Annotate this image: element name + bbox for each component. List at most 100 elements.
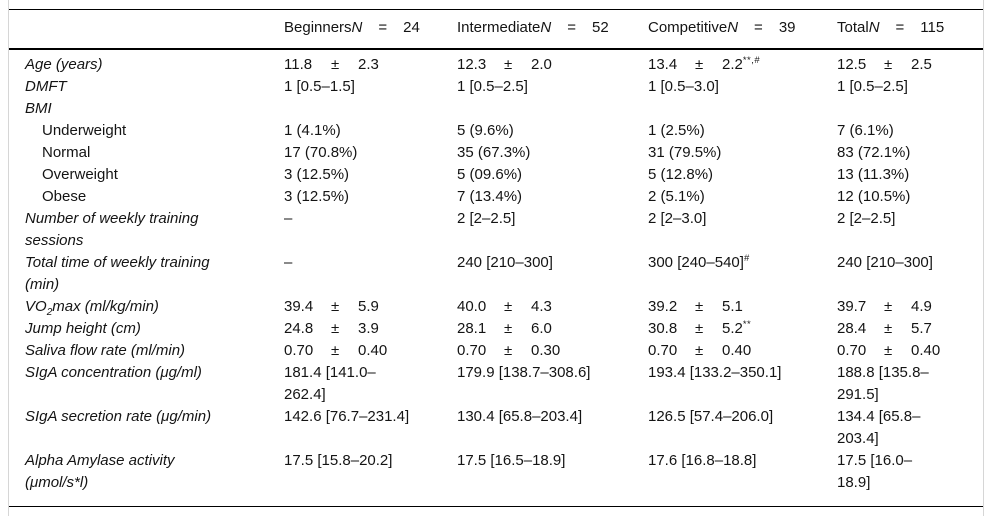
data-cell: 181.4 [141.0– 262.4] xyxy=(268,362,441,406)
data-cell: 17.5 [15.8–20.2] xyxy=(268,450,441,507)
data-cell: 13 (11.3%) xyxy=(821,164,983,186)
cell-text: 7 (13.4%) xyxy=(457,188,523,205)
data-cell: 0.70 ±0.30 xyxy=(441,340,632,362)
n-count: 24 xyxy=(403,19,420,36)
plus-minus-sign: ± xyxy=(331,320,340,337)
data-cell: 28.4 ±5.7 xyxy=(821,318,983,340)
n-symbol: N xyxy=(540,19,552,36)
sd-value: 2.3 xyxy=(358,56,379,73)
data-cell: 40.0 ±4.3 xyxy=(441,296,632,318)
column-header-intermediate: IntermediateN = 52 xyxy=(441,9,632,50)
sd-value: 4.9 xyxy=(911,298,932,315)
row-label-weekly-training-time: Total time of weekly training (min) xyxy=(25,254,210,293)
n-count: 115 xyxy=(920,19,945,36)
mean-value: 28.1 xyxy=(457,320,487,337)
label-text: VO xyxy=(25,298,47,315)
row-label-alpha-amylase: Alpha Amylase activity (μmol/s*l) xyxy=(25,452,175,491)
cell-text: 300 [240–540] xyxy=(648,254,744,271)
sd-value: 0.40 xyxy=(358,342,388,359)
data-cell: – xyxy=(268,252,441,296)
data-cell: 7 (6.1%) xyxy=(821,120,983,142)
sd-value: 6.0 xyxy=(531,320,552,337)
table-row: Number of weekly training sessions – 2 [… xyxy=(9,208,983,252)
row-label-bmi-normal: Normal xyxy=(42,144,91,161)
data-cell: 3 (12.5%) xyxy=(268,164,441,186)
cell-text: 2 [2–3.0] xyxy=(648,210,707,227)
cell-text: 17.5 [15.8–20.2] xyxy=(284,452,393,469)
cell-text: 17.5 [16.5–18.9] xyxy=(457,452,566,469)
data-cell: 1 [0.5–1.5] xyxy=(268,76,441,98)
row-label-bmi: BMI xyxy=(25,100,52,117)
data-cell: 83 (72.1%) xyxy=(821,142,983,164)
data-cell xyxy=(632,98,821,120)
cell-text: 1 [0.5–3.0] xyxy=(648,78,719,95)
group-name: Total xyxy=(837,19,869,36)
table-frame: Beginners N = 24 IntermediateN = 52 Competiti… xyxy=(8,0,984,516)
group-name: Competitive xyxy=(648,19,728,36)
data-cell: 5 (12.8%) xyxy=(632,164,821,186)
data-cell: 13.4 ±2.2**,# xyxy=(632,49,821,76)
equals-sign: = xyxy=(378,19,388,36)
mean-value: 39.2 xyxy=(648,298,678,315)
plus-minus-sign: ± xyxy=(331,56,340,73)
mean-value: 28.4 xyxy=(837,320,867,337)
data-cell: 240 [210–300] xyxy=(821,252,983,296)
n-symbol: N xyxy=(727,19,739,36)
data-cell: 39.4 ±5.9 xyxy=(268,296,441,318)
data-cell xyxy=(441,98,632,120)
row-label-jump-height: Jump height (cm) xyxy=(25,320,141,337)
column-header-total: TotalN = 115 xyxy=(821,9,983,50)
sd-value: 2.0 xyxy=(531,56,552,73)
data-cell: 11.8 ±2.3 xyxy=(268,49,441,76)
data-cell: – xyxy=(268,208,441,252)
table-row: Normal 17 (70.8%) 35 (67.3%) 31 (79.5%) … xyxy=(9,142,983,164)
data-cell: 28.1 ±6.0 xyxy=(441,318,632,340)
mean-value: 0.70 xyxy=(837,342,867,359)
cell-text: 2 [2–2.5] xyxy=(457,210,516,227)
table-row: Alpha Amylase activity (μmol/s*l) 17.5 [… xyxy=(9,450,983,507)
data-cell: 31 (79.5%) xyxy=(632,142,821,164)
cell-text: 142.6 [76.7–231.4] xyxy=(284,408,410,425)
cell-text: 17.6 [16.8–18.8] xyxy=(648,452,757,469)
data-cell: 179.9 [138.7–308.6] xyxy=(441,362,632,406)
group-name: Beginners xyxy=(284,19,352,36)
data-cell: 12.5 ±2.5 xyxy=(821,49,983,76)
table-row: DMFT 1 [0.5–1.5] 1 [0.5–2.5] 1 [0.5–3.0]… xyxy=(9,76,983,98)
row-label-bmi-underweight: Underweight xyxy=(42,122,127,139)
sd-value: 0.40 xyxy=(911,342,941,359)
data-cell: 12.3 ±2.0 xyxy=(441,49,632,76)
mean-value: 40.0 xyxy=(457,298,487,315)
cell-text: 1 [0.5–2.5] xyxy=(457,78,528,95)
data-cell: 3 (12.5%) xyxy=(268,186,441,208)
subscript-2: 2 xyxy=(46,307,53,318)
cell-text: 240 [210–300] xyxy=(457,254,553,271)
table-row: Jump height (cm) 24.8 ±3.9 28.1 ±6.0 30.8 ±… xyxy=(9,318,983,340)
cell-text: 2 [2–2.5] xyxy=(837,210,896,227)
plus-minus-sign: ± xyxy=(695,320,704,337)
table-row: Age (years) 11.8 ±2.3 12.3 ±2.0 13.4 ±2.2**… xyxy=(9,49,983,76)
cell-text: 5 (12.8%) xyxy=(648,166,714,183)
data-cell: 7 (13.4%) xyxy=(441,186,632,208)
data-cell: 2 (5.1%) xyxy=(632,186,821,208)
participant-characteristics-table: Beginners N = 24 IntermediateN = 52 Competiti… xyxy=(9,9,983,507)
cell-text: 35 (67.3%) xyxy=(457,144,531,161)
row-label-age: Age (years) xyxy=(25,56,103,73)
table-row: VO2max (ml/kg/min) 39.4 ±5.9 40.0 ±4.3 39.… xyxy=(9,296,983,318)
data-cell: 188.8 [135.8– 291.5] xyxy=(821,362,983,406)
data-cell: 5 (09.6%) xyxy=(441,164,632,186)
data-cell: 39.2 ±5.1 xyxy=(632,296,821,318)
cell-text: 31 (79.5%) xyxy=(648,144,722,161)
mean-value: 0.70 xyxy=(648,342,678,359)
sd-value: 5.2 xyxy=(722,320,743,337)
table-row: Underweight 1 (4.1%) 5 (9.6%) 1 (2.5%) 7… xyxy=(9,120,983,142)
table-row: Saliva flow rate (ml/min) 0.70 ±0.40 0.70… xyxy=(9,340,983,362)
data-cell xyxy=(821,98,983,120)
data-cell: 300 [240–540]# xyxy=(632,252,821,296)
plus-minus-sign: ± xyxy=(884,342,893,359)
sd-value: 5.7 xyxy=(911,320,932,337)
data-cell: 17.5 [16.5–18.9] xyxy=(441,450,632,507)
data-cell: 17 (70.8%) xyxy=(268,142,441,164)
data-cell: 1 [0.5–2.5] xyxy=(441,76,632,98)
significance-marker: ** xyxy=(742,319,752,330)
row-label-bmi-overweight: Overweight xyxy=(42,166,118,183)
